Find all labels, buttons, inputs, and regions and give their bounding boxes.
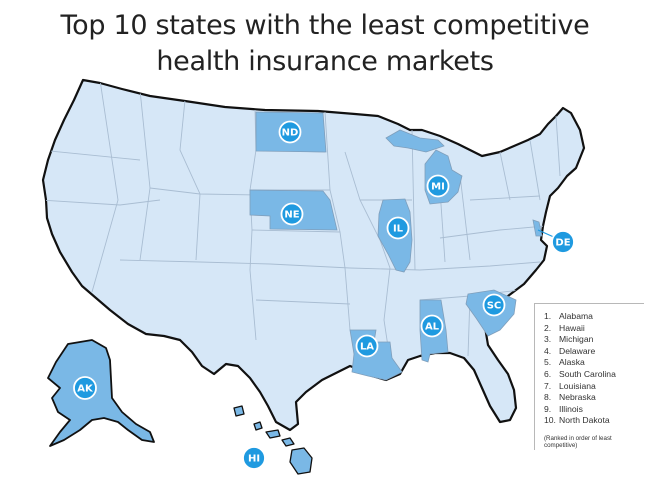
- legend-item-name: Alabama: [559, 311, 593, 321]
- legend-item-number: 2.: [544, 322, 552, 333]
- legend-item: 4. Delaware: [544, 346, 644, 358]
- legend-item-name: North Dakota: [559, 415, 610, 426]
- legend-item: 3. Michigan: [544, 334, 644, 346]
- state-alaska: [47, 339, 155, 447]
- badge-label-al: AL: [425, 322, 440, 333]
- map-title-line-2: health insurance markets: [156, 46, 494, 77]
- legend-item-number: 6.: [544, 368, 552, 379]
- legend-item-name: South Carolina: [559, 368, 616, 379]
- badge-sc: SC: [482, 293, 506, 317]
- badge-label-sc: SC: [487, 301, 502, 312]
- badge-la: LA: [355, 334, 379, 358]
- legend-item-number: 7.: [544, 380, 552, 391]
- legend-item: 6. South Carolina: [544, 369, 644, 381]
- legend-item: 1. Alabama: [544, 311, 644, 323]
- legend-item-name: Nebraska: [559, 392, 596, 403]
- legend-item-name: Illinois: [559, 403, 583, 414]
- badge-mi: MI: [426, 174, 450, 198]
- legend-item: 9. Illinois: [544, 404, 644, 416]
- badge-label-ak: AK: [77, 384, 94, 395]
- badge-hi: HI: [242, 446, 266, 470]
- badge-al: AL: [420, 314, 444, 338]
- legend-item: 5. Alaska: [544, 357, 644, 369]
- ranking-legend: 1. Alabama 2. Hawaii 3. Michigan 4. Delaware…: [534, 303, 644, 450]
- badge-label-de: DE: [555, 238, 570, 249]
- badge-ak: AK: [73, 376, 97, 400]
- map-title: Top 10 states with the least competitive…: [0, 8, 650, 80]
- badge-ne: NE: [280, 202, 304, 226]
- legend-item: 10. North Dakota: [544, 415, 644, 427]
- legend-item-name: Louisiana: [559, 380, 596, 391]
- badge-label-hi: HI: [248, 454, 260, 465]
- state-borders: [43, 80, 561, 361]
- badge-nd: ND: [278, 120, 302, 144]
- state-hawaii: [233, 405, 313, 475]
- state-delaware: [532, 219, 543, 237]
- badge-il: IL: [386, 216, 410, 240]
- legend-item-number: 4.: [544, 345, 552, 356]
- badge-label-il: IL: [393, 224, 404, 235]
- legend-item: 7. Louisiana: [544, 381, 644, 393]
- badge-label-nd: ND: [282, 128, 299, 139]
- ranking-list: 1. Alabama 2. Hawaii 3. Michigan 4. Delaware…: [544, 311, 644, 427]
- legend-note: (Ranked in order of least competitive): [544, 434, 612, 450]
- badge-label-la: LA: [360, 342, 374, 353]
- legend-item-name: Alaska: [559, 357, 585, 368]
- badge-de: DE: [551, 230, 575, 254]
- map-title-line-1: Top 10 states with the least competitive: [60, 10, 590, 41]
- legend-item-number: 3.: [544, 334, 552, 345]
- legend-item-number: 10.: [544, 415, 556, 426]
- state-michigan-upper: [385, 129, 445, 153]
- legend-item-number: 9.: [544, 403, 552, 414]
- legend-item-name: Michigan: [559, 334, 594, 345]
- legend-item-name: Delaware: [559, 345, 596, 356]
- legend-item-number: 1.: [544, 311, 552, 321]
- badge-label-ne: NE: [284, 210, 299, 221]
- badge-label-mi: MI: [431, 182, 445, 193]
- legend-item: 8. Nebraska: [544, 392, 644, 404]
- legend-item-name: Hawaii: [559, 322, 585, 333]
- legend-item: 2. Hawaii: [544, 323, 644, 335]
- legend-item-number: 5.: [544, 357, 552, 368]
- legend-item-number: 8.: [544, 392, 552, 403]
- state-badges: ND NE MI IL DE SC AL LA: [73, 120, 575, 470]
